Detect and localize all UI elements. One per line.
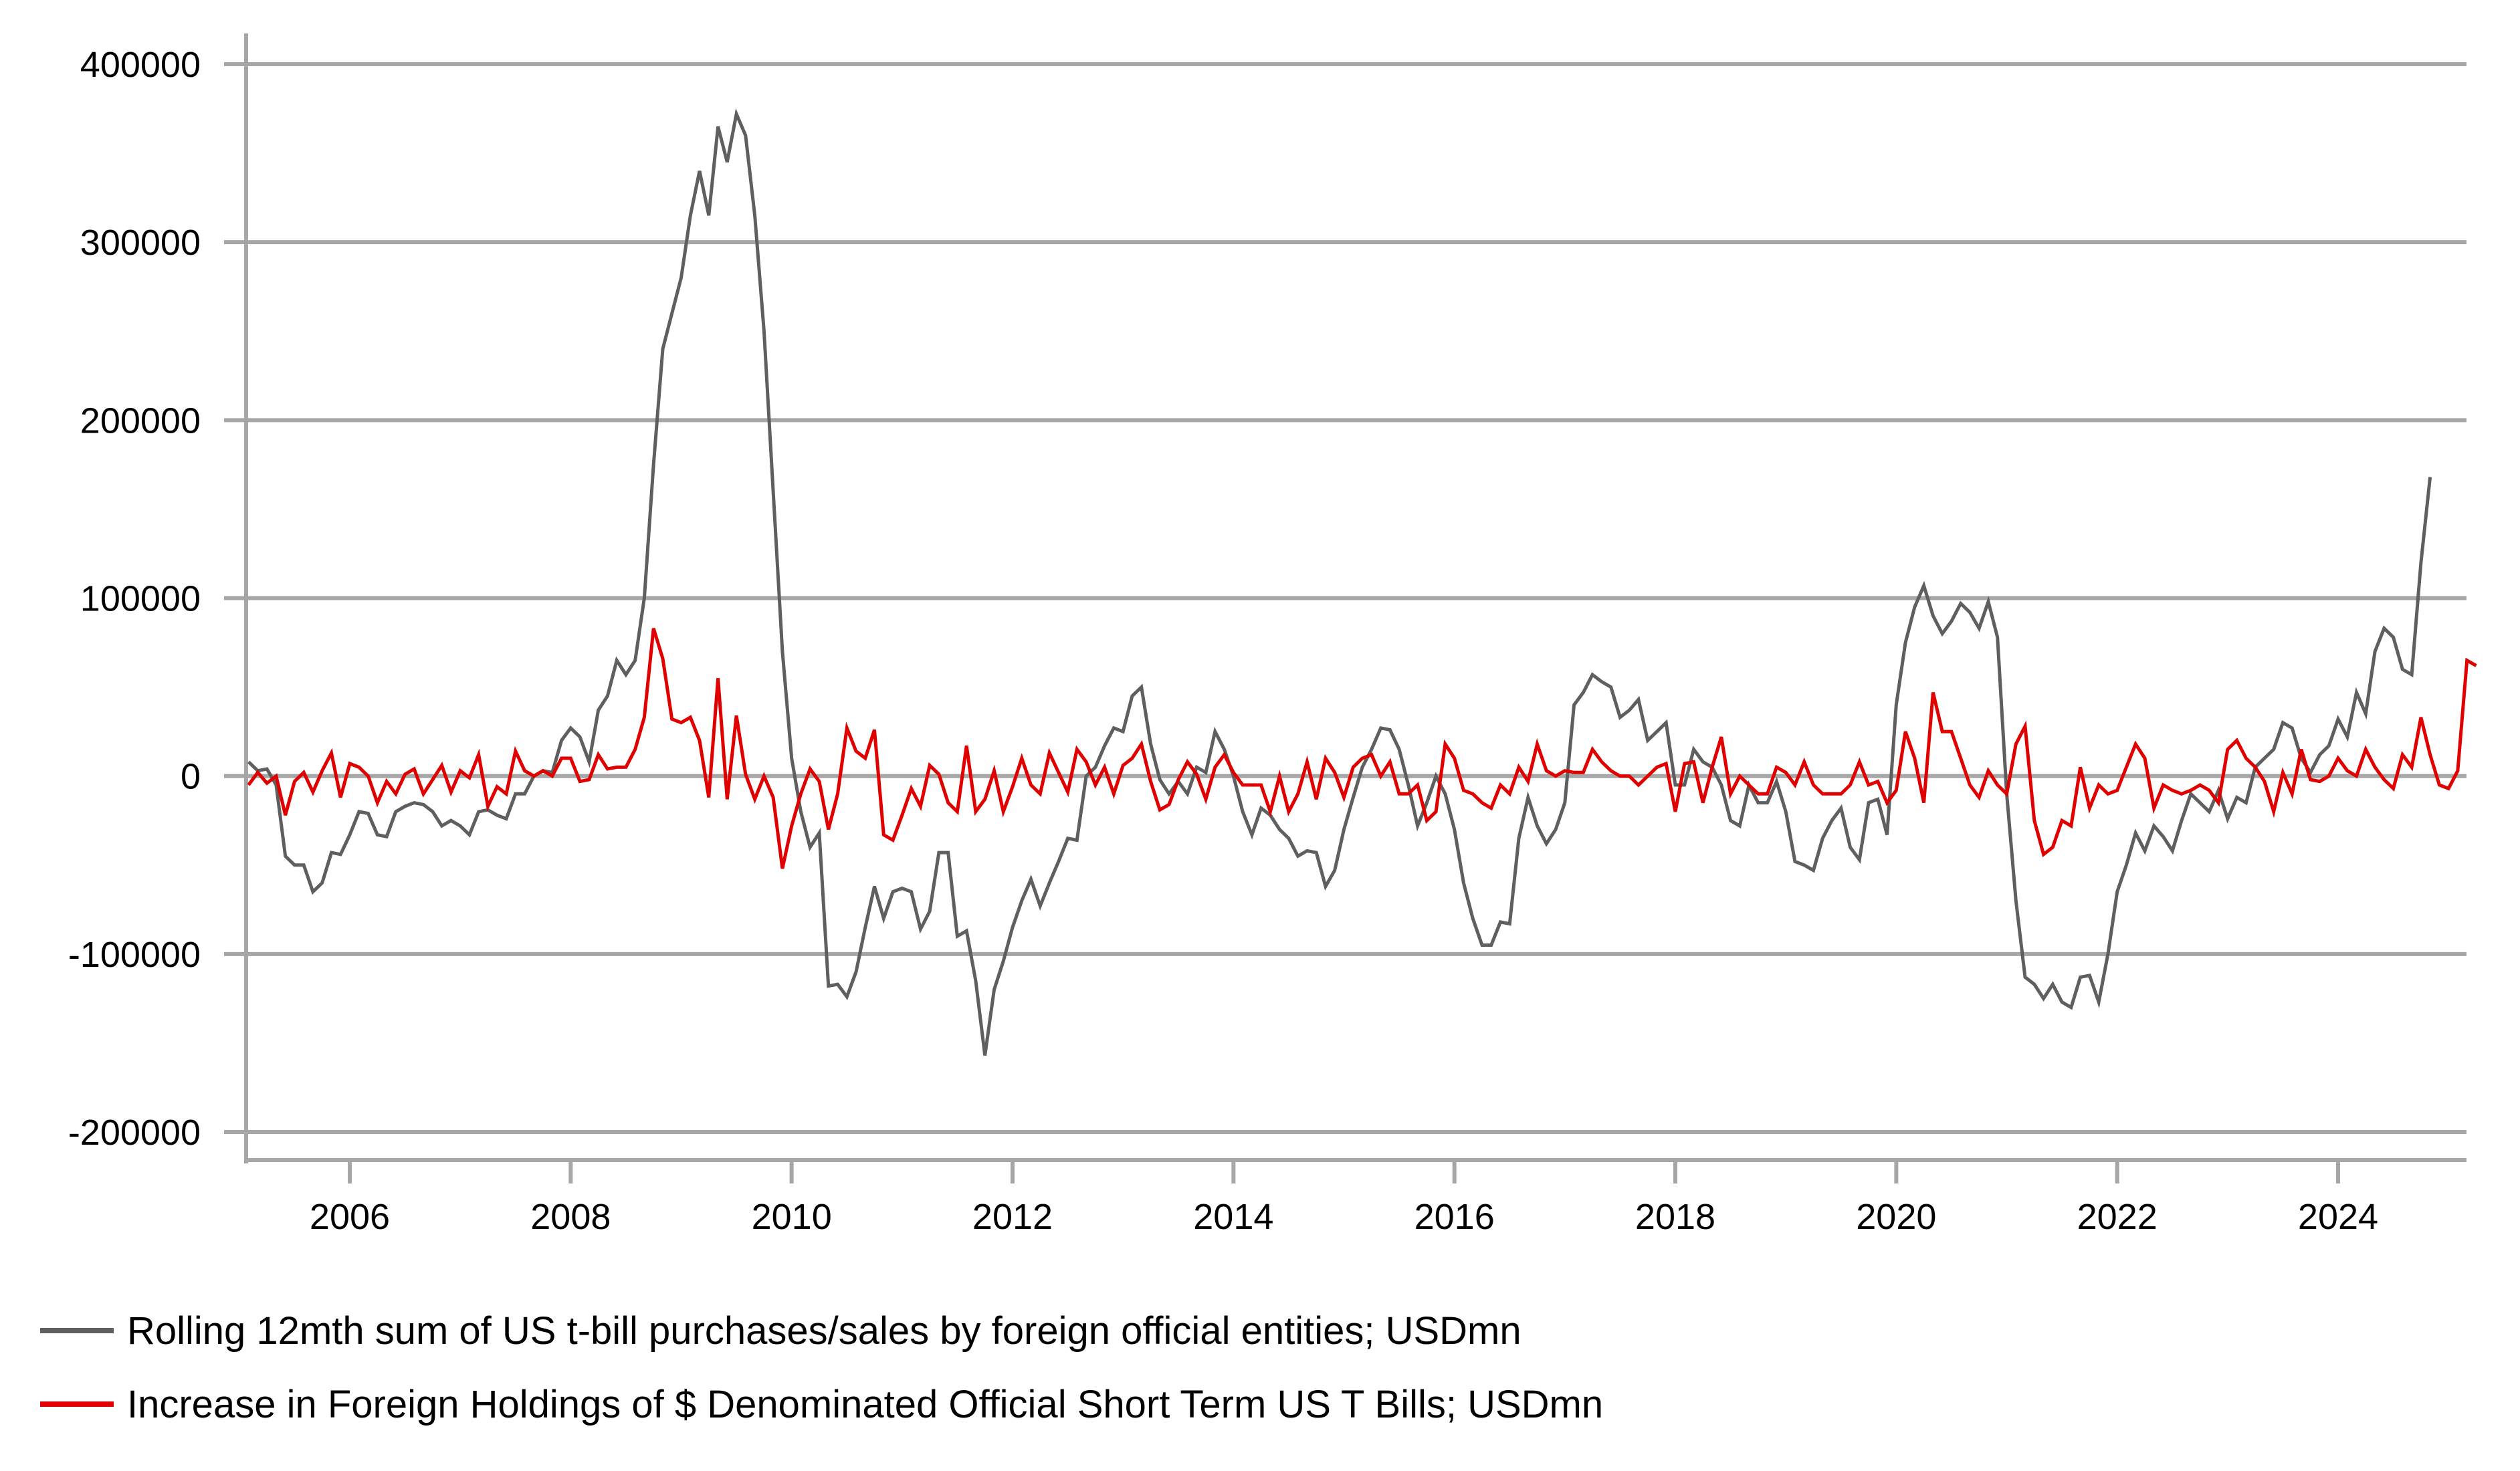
legend-label: Increase in Foreign Holdings of $ Denomi…	[127, 1382, 1604, 1426]
x-tick-label: 2020	[1856, 1197, 1936, 1237]
x-tick-label: 2014	[1193, 1197, 1273, 1237]
x-tick-label: 2016	[1414, 1197, 1495, 1237]
y-tick-label: 100000	[80, 579, 201, 619]
legend: Rolling 12mth sum of US t-bill purchases…	[40, 1294, 1603, 1441]
x-tick-label: 2006	[310, 1197, 390, 1237]
x-tick-labels: 2006 2008 2010 2012 2014 2016 2018 2020 2022 2024	[310, 1162, 2378, 1237]
series-lines	[247, 108, 2477, 1056]
legend-swatch-gray	[40, 1328, 114, 1333]
x-tick-label: 2022	[2077, 1197, 2158, 1237]
legend-item-rolling-sum: Rolling 12mth sum of US t-bill purchases…	[40, 1294, 1603, 1367]
legend-label: Rolling 12mth sum of US t-bill purchases…	[127, 1309, 1521, 1353]
x-tick-label: 2008	[530, 1197, 611, 1237]
y-tick-label: 300000	[80, 223, 201, 263]
y-tick-labels: 400000 300000 200000 100000 0 -100000 -200000	[68, 45, 201, 1153]
x-tick-label: 2018	[1635, 1197, 1715, 1237]
y-tick-label: 0	[181, 757, 201, 797]
legend-swatch-red	[40, 1401, 114, 1407]
y-tick-label: 200000	[80, 401, 201, 441]
x-tick-label: 2024	[2298, 1197, 2378, 1237]
y-tick-label: 400000	[80, 45, 201, 85]
y-tick-label: -200000	[68, 1113, 201, 1153]
legend-item-increase-holdings: Increase in Foreign Holdings of $ Denomi…	[40, 1367, 1603, 1441]
x-tick-label: 2012	[972, 1197, 1053, 1237]
y-tick-label: -100000	[68, 935, 201, 975]
gridlines	[224, 62, 2466, 1134]
series-line-increase-holdings	[247, 627, 2477, 869]
axes	[244, 33, 2466, 1163]
series-line-rolling-12m-sum	[247, 108, 2432, 1056]
x-tick-label: 2010	[752, 1197, 832, 1237]
